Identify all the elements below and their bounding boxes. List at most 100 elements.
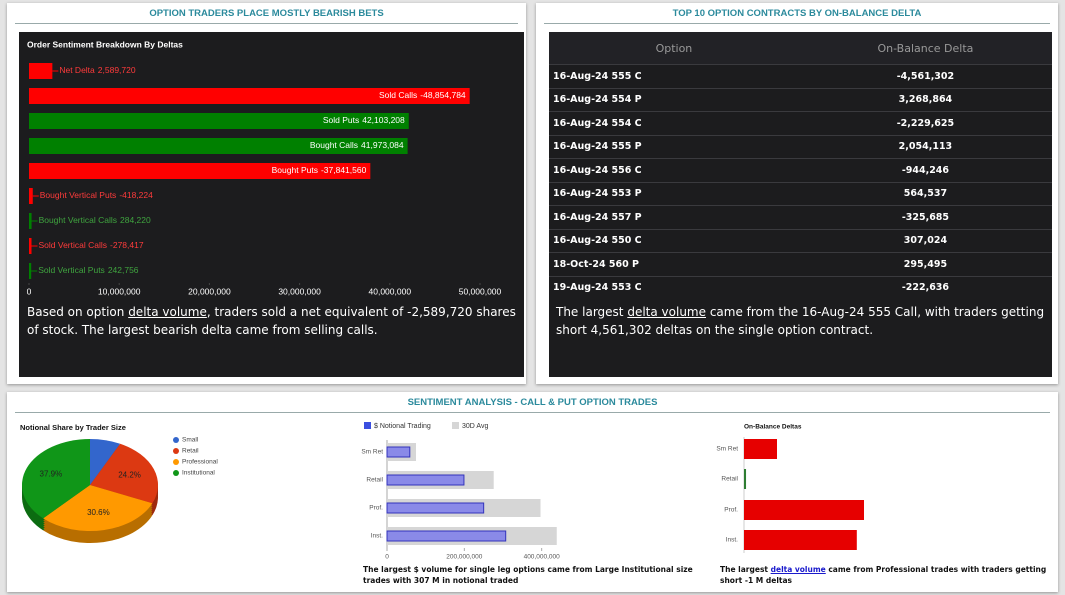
bar — [29, 138, 408, 154]
option-cell: 16-Aug-24 556 C — [549, 158, 799, 182]
table-row: 16-Aug-24 554 C -2,229,625 — [549, 111, 1052, 135]
caption-text: The largest — [556, 305, 628, 319]
bar-label: Sold Puts 42,103,208 — [323, 115, 405, 125]
delta-cell: -944,246 — [798, 158, 1052, 182]
table-row: 16-Aug-24 553 P 564,537 — [549, 181, 1052, 206]
pie-slice — [90, 443, 158, 504]
table-row: 16-Aug-24 557 P -325,685 — [549, 205, 1052, 229]
category-label: Net Delta — [59, 65, 95, 75]
pie-slice — [90, 439, 121, 485]
bar-label: Bought Vertical Puts -418,224 — [40, 190, 153, 200]
bar — [386, 502, 485, 514]
x-tick-label: 10,000,000 — [98, 286, 141, 296]
chart-title: On-Balance Deltas — [744, 424, 802, 431]
y-tick-label: Prof. — [369, 505, 383, 512]
bar-label: Sold Calls -48,854,784 — [379, 90, 466, 100]
chart-title: Order Sentiment Breakdown By Deltas — [27, 39, 183, 49]
table-row: 18-Oct-24 560 P 295,495 — [549, 252, 1052, 276]
category-label: Bought Puts — [272, 165, 318, 175]
table-row: 16-Aug-24 554 P 3,268,864 — [549, 87, 1052, 112]
value-label: 284,220 — [120, 215, 151, 225]
bar — [744, 439, 777, 459]
delta-cell: -2,229,625 — [798, 111, 1052, 135]
value-label: 242,756 — [108, 265, 139, 275]
option-cell: 16-Aug-24 553 P — [549, 181, 799, 206]
bar — [29, 213, 32, 229]
category-label: Sold Vertical Puts — [38, 265, 105, 275]
caption: The largest $ volume for single leg opti… — [363, 564, 713, 586]
delta-cell: -4,561,302 — [798, 64, 1052, 88]
panel: OPTION TRADERS PLACE MOSTLY BEARISH BETS… — [7, 3, 526, 384]
category-label: Bought Vertical Puts — [40, 190, 117, 200]
delta-cell: 3,268,864 — [798, 87, 1052, 112]
x-tick-label: 20,000,000 — [188, 286, 231, 296]
value-label: -418,224 — [119, 190, 153, 200]
y-tick-label: Inst. — [726, 537, 738, 544]
value-label: 30.6% — [87, 508, 110, 517]
header-row: Option On-Balance Delta — [549, 32, 1052, 65]
table: Option On-Balance Delta 16-Aug-24 555 C -4,… — [549, 32, 1052, 299]
caption-text: The largest $ volume for single leg opti… — [363, 565, 693, 585]
bar-label: Bought Vertical Calls 284,220 — [39, 215, 151, 225]
bar — [29, 163, 371, 179]
caption-text: Based on option — [27, 305, 129, 319]
x-tick-label: 0 — [385, 554, 389, 561]
legend-label: Retail — [182, 448, 199, 455]
category-label: Sold Calls — [379, 90, 417, 100]
value-label: 37.9% — [40, 470, 63, 479]
caption-text: came from Professional trades with trade… — [720, 565, 1047, 585]
option-cell: 16-Aug-24 557 P — [549, 205, 799, 229]
x-tick-label: 40,000,000 — [369, 286, 412, 296]
panel-title: OPTION TRADERS PLACE MOSTLY BEARISH BETS — [15, 8, 518, 24]
bar — [744, 469, 747, 489]
bar — [386, 530, 507, 542]
pie-slice — [21, 439, 90, 519]
delta-cell: 2,054,113 — [798, 134, 1052, 159]
y-tick-label: Retail — [721, 476, 738, 483]
caption-text: The largest — [720, 565, 771, 574]
bar — [29, 263, 32, 279]
link: delta volume — [770, 565, 826, 574]
legend-swatch — [173, 470, 179, 476]
bar-label: Net Delta 2,589,720 — [59, 65, 136, 75]
bar — [744, 500, 864, 520]
value-label: 2,589,720 — [98, 65, 136, 75]
table-row: 16-Aug-24 556 C -944,246 — [549, 158, 1052, 182]
bar — [29, 188, 33, 204]
legend-label: $ Notional Trading — [374, 423, 431, 430]
bar — [386, 446, 411, 458]
x-tick-label: 0 — [27, 286, 32, 296]
table-row: 16-Aug-24 555 C -4,561,302 — [549, 64, 1052, 88]
value-label: 42,103,208 — [362, 115, 405, 125]
delta-cell: 564,537 — [798, 181, 1052, 206]
y-tick-label: Sm Ret — [361, 449, 383, 456]
legend-swatch — [452, 422, 459, 429]
link: delta volume — [627, 305, 706, 319]
category-label: Bought Calls — [310, 140, 358, 150]
bar — [29, 88, 470, 104]
table-row: 19-Aug-24 553 C -222,636 — [549, 275, 1052, 299]
chart-area: Order Sentiment Breakdown By Deltas 0 10,… — [19, 32, 524, 377]
bar — [29, 238, 32, 254]
option-cell: 16-Aug-24 555 C — [549, 64, 799, 88]
option-cell: 16-Aug-24 550 C — [549, 228, 799, 253]
caption-text: came from the 16-Aug-24 555 Call, with t… — [556, 305, 1045, 337]
column-header: On-Balance Delta — [798, 32, 1052, 65]
x-tick-label: 400,000,000 — [524, 554, 561, 561]
y-tick-label: Prof. — [724, 507, 738, 514]
x-tick-label: 30,000,000 — [278, 286, 321, 296]
x-tick-label: 200,000,000 — [446, 554, 483, 561]
column-header: Option — [549, 32, 799, 65]
value-label: 24.2% — [118, 470, 141, 479]
bar-label: Sold Vertical Calls -278,417 — [39, 240, 144, 250]
legend-swatch — [364, 422, 371, 429]
y-tick-label: Sm Ret — [716, 446, 738, 453]
legend-label: Professional — [182, 459, 218, 466]
legend-label: Institutional — [182, 470, 215, 477]
category-label: Sold Vertical Calls — [39, 240, 108, 250]
caption: Based on option delta volume, traders so… — [27, 303, 519, 339]
y-tick-label: Inst. — [371, 533, 383, 540]
option-cell: 19-Aug-24 553 C — [549, 275, 799, 299]
bar — [386, 474, 465, 486]
link: delta volume — [128, 305, 207, 319]
